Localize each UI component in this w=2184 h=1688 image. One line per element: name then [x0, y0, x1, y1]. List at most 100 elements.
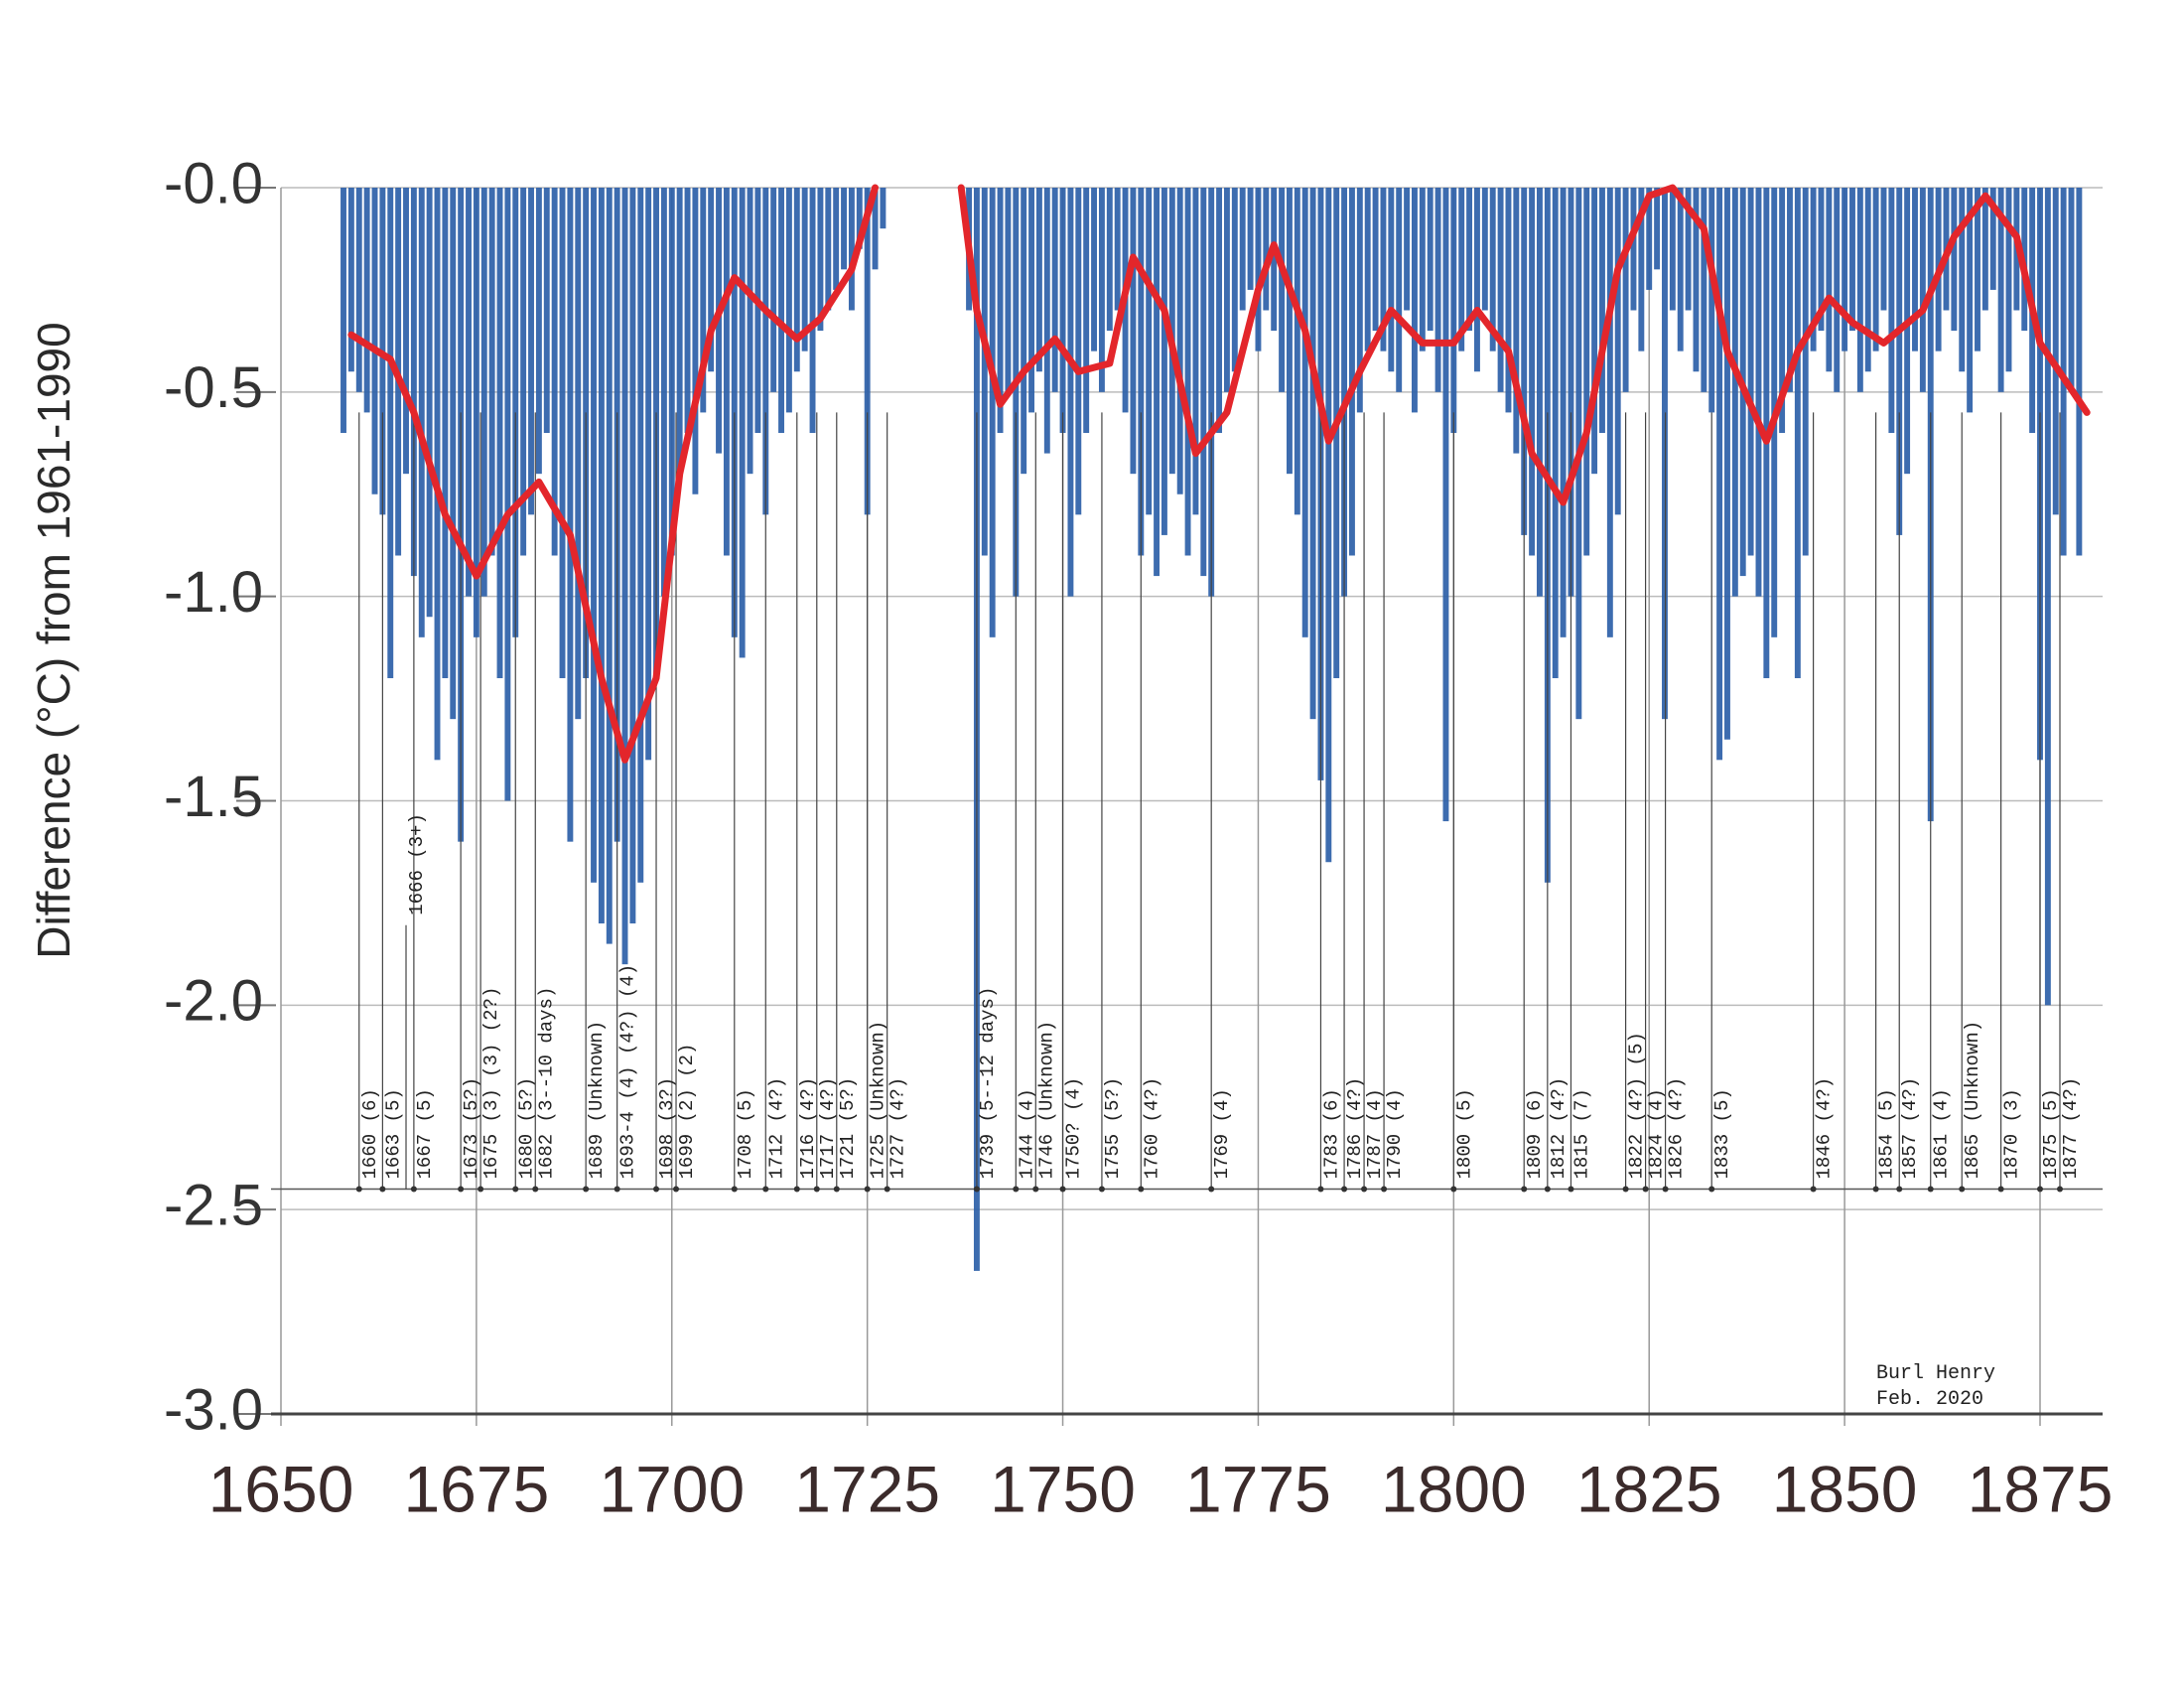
annotation-dot [1896, 1186, 1903, 1193]
bar [770, 188, 777, 392]
bar [1013, 188, 1020, 597]
annotation-dot [653, 1186, 660, 1193]
y-tick-label: -0.5 [164, 355, 263, 420]
annotation-dot [1872, 1186, 1879, 1193]
annotation-dot [1927, 1186, 1934, 1193]
bar [1638, 188, 1645, 352]
bar [488, 188, 495, 556]
annotation-label: 1854 (5) [1876, 1088, 1898, 1179]
x-tick-label: 1825 [1576, 1452, 1722, 1525]
annotation-label: 1680 (5?) [515, 1077, 537, 1180]
annotation-label: 1822 (4?) (5) [1626, 1032, 1648, 1179]
bar [1231, 188, 1238, 372]
bar [1106, 188, 1113, 332]
bar [1043, 188, 1050, 454]
bar [1325, 188, 1332, 863]
bar [668, 188, 675, 556]
annotation-label: 1865 (Unknown) [1962, 1021, 1983, 1180]
bar [1309, 188, 1316, 720]
bar [1075, 188, 1082, 515]
bar [1450, 188, 1457, 433]
bar [1716, 188, 1723, 761]
bar [1864, 188, 1871, 372]
bar [1872, 188, 1879, 352]
annotation-dot [1568, 1186, 1574, 1193]
bar [1677, 188, 1684, 352]
annotation-dot [1341, 1186, 1348, 1193]
bar [1372, 188, 1379, 332]
bar [1184, 188, 1191, 556]
annotation-dot [512, 1186, 519, 1193]
bar [1560, 188, 1567, 637]
annotation-label: 1857 (4?) [1899, 1077, 1921, 1180]
bar [1458, 188, 1465, 352]
bar [1301, 188, 1308, 637]
bar [1693, 188, 1700, 372]
bar [598, 188, 605, 923]
annotation-label: 1660 (6) [359, 1088, 381, 1179]
bar [551, 188, 558, 556]
annotation-dot [583, 1186, 590, 1193]
bar [676, 188, 683, 475]
bar [1568, 188, 1574, 597]
trend-line [347, 184, 2091, 764]
bar [989, 188, 996, 637]
x-tick-label: 1775 [1185, 1452, 1331, 1525]
annotation-dot [1208, 1186, 1215, 1193]
x-tick-label: 1850 [1772, 1452, 1918, 1525]
bar [1474, 188, 1480, 372]
bar [1434, 188, 1441, 392]
bar [1849, 188, 1855, 332]
bar [785, 188, 792, 413]
annotation-dot [1544, 1186, 1551, 1193]
annotation-dot [355, 1186, 362, 1193]
annotation-label: 1812 (4?) [1548, 1077, 1570, 1180]
bar [1348, 188, 1355, 556]
bar [793, 188, 800, 372]
bar [997, 188, 1004, 433]
bar [355, 188, 362, 392]
annotation-label: 1682 (3--10 days) [535, 987, 557, 1180]
bar [1035, 188, 1042, 372]
bar [809, 188, 816, 433]
bar [1975, 188, 1980, 352]
annotation-dot [532, 1186, 539, 1193]
annotation-dot [1622, 1186, 1629, 1193]
bar [747, 188, 753, 475]
bar [520, 188, 527, 556]
bar [1826, 188, 1833, 372]
bar [1176, 188, 1183, 494]
y-tick-label: -2.5 [164, 1173, 263, 1237]
annotation-label: 1739 (5--12 days) [977, 987, 999, 1180]
signature: Burl Henry [1876, 1362, 1995, 1385]
x-tick-label: 1650 [208, 1452, 354, 1525]
bar [1888, 188, 1895, 433]
bar [1356, 188, 1363, 413]
bar [708, 188, 715, 372]
bar [841, 188, 847, 270]
bar [1989, 188, 1996, 290]
annotation-dot [2056, 1186, 2063, 1193]
annotation-dot [1642, 1186, 1649, 1193]
annotation-dot [614, 1186, 620, 1193]
bar [778, 188, 784, 433]
bar [1951, 188, 1958, 332]
annotation-label: 1750? (4) [1063, 1077, 1085, 1180]
annotation-label: 1875 (5) [2040, 1088, 2062, 1179]
bar [567, 188, 574, 842]
x-tick-label: 1750 [990, 1452, 1136, 1525]
bar [1842, 188, 1848, 352]
bar [434, 188, 441, 761]
bar [1614, 188, 1621, 515]
annotation-dot [1059, 1186, 1066, 1193]
annotation-dot [833, 1186, 840, 1193]
bar [684, 188, 691, 433]
bar [1521, 188, 1528, 535]
annotation-dot [1138, 1186, 1145, 1193]
annotation-label: 1666 (3+) [406, 813, 428, 915]
bar [535, 188, 542, 475]
annotation-dot [1959, 1186, 1966, 1193]
annotation-label: 1675 (3) (3) (2?) [480, 987, 502, 1180]
annotation-label: 1769 (4) [1211, 1088, 1233, 1179]
